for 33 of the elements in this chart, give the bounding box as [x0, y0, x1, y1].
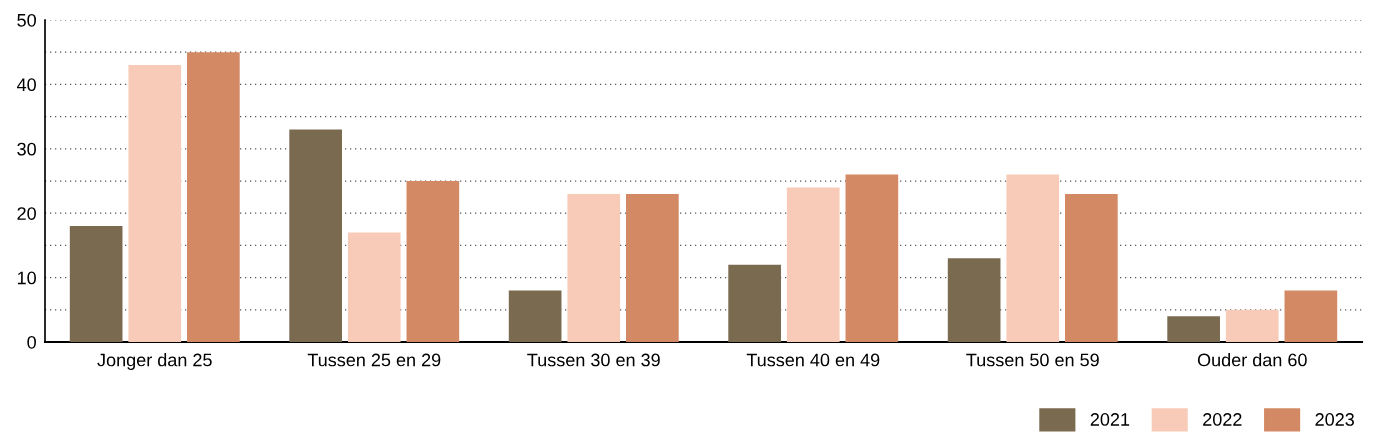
bar: [1065, 193, 1118, 342]
x-tick-label: Tussen 40 en 49: [746, 353, 880, 367]
bar: [626, 193, 679, 342]
bar: [1225, 309, 1279, 342]
bar: [567, 193, 621, 342]
bar: [128, 65, 182, 342]
bar: [508, 290, 562, 342]
bar: [845, 174, 899, 342]
x-tick-label: Ouder dan 60: [1197, 353, 1307, 367]
y-tick-label: 50: [17, 13, 36, 27]
bar: [1006, 174, 1060, 342]
legend-label: 2023: [1315, 413, 1354, 426]
bar: [289, 129, 342, 342]
y-tick-label: 10: [17, 271, 36, 285]
bar: [786, 187, 840, 342]
bar: [728, 264, 781, 342]
x-tick-label: Tussen 50 en 59: [966, 353, 1099, 367]
y-tick-label: 20: [17, 207, 36, 220]
y-tick-label: 40: [17, 78, 36, 92]
legend-label: 2022: [1203, 413, 1242, 426]
x-tick-label: Tussen 30 en 39: [527, 353, 660, 367]
bar: [1167, 316, 1220, 342]
bar: [69, 226, 123, 342]
y-tick-label: 0: [27, 335, 36, 349]
x-tick-label: Jonger dan 25: [97, 353, 212, 370]
bar: [187, 52, 240, 342]
bar: [1284, 290, 1338, 342]
legend-label: 2021: [1090, 413, 1130, 426]
x-tick-label: Tussen 25 en 29: [307, 353, 441, 367]
bar: [406, 181, 460, 342]
bar: [347, 232, 401, 342]
y-tick-label: 30: [17, 142, 36, 156]
bar: [947, 258, 1001, 342]
